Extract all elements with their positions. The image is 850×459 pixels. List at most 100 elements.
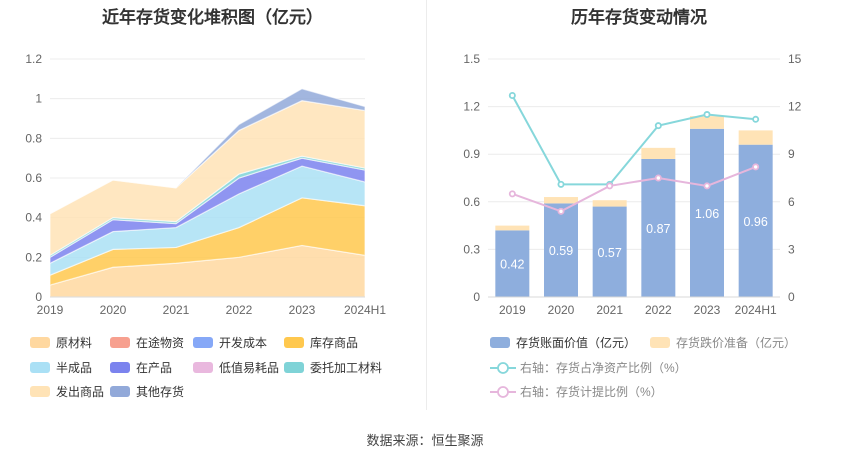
- right-chart-title: 历年存货变动情况: [571, 8, 707, 28]
- value-label: 0.57: [597, 246, 621, 260]
- line-point: [703, 182, 711, 190]
- value-label-bg: [596, 242, 623, 261]
- line-point: [508, 91, 516, 99]
- x-tick-label: 2021: [596, 303, 623, 317]
- legend-label: 半成品: [56, 361, 93, 375]
- x-tick-label: 2024H1: [735, 303, 777, 317]
- x-tick-label: 2023: [694, 303, 721, 317]
- left-chart-title: 近年存货变化堆积图（亿元）: [102, 8, 323, 28]
- legend-line-swatch: [490, 385, 516, 398]
- y2-tick-label: 3: [788, 242, 795, 256]
- legend-item[interactable]: 原材料: [30, 334, 92, 351]
- bar-provision: [495, 225, 530, 231]
- y2-tick-label: 9: [788, 147, 795, 161]
- y-tick-label: 0.8: [25, 131, 42, 145]
- legend-label: 开发成本: [219, 336, 268, 350]
- legend-item[interactable]: 开发成本: [193, 334, 267, 351]
- right-legend: 存货账面价值（亿元） 存货跌价准备（亿元） 右轴：存货占净资产比例（%） 右轴：存货计…: [428, 0, 850, 410]
- bar-line-chart: 0 0.3 0.6 0.9 1.2 1.5 0 3 6 9 12 15 2019 2020 2021 2022…: [463, 52, 802, 317]
- value-label: 1.06: [695, 207, 719, 221]
- value-label-bg: [499, 254, 526, 273]
- legend-swatch: [650, 337, 670, 348]
- legend-swatch: [30, 337, 50, 348]
- legend-item[interactable]: 存货跌价准备（亿元）: [650, 334, 796, 351]
- bar-provision: [738, 130, 773, 145]
- value-label-bg: [645, 218, 672, 237]
- bar-provision: [690, 116, 724, 129]
- y-tick-label: 1.2: [25, 52, 42, 66]
- legend-item[interactable]: 库存商品: [284, 334, 358, 351]
- y-tick-label: 1.2: [463, 100, 480, 114]
- left-legend: 原材料 在途物资 开发成本 库存商品半成品 在产品 低值易耗品 委托加工材料发出商品 其他存货: [0, 0, 425, 410]
- area-其他存货: [49, 88, 366, 215]
- legend-swatch: [110, 362, 130, 373]
- y-tick-label: 1.5: [463, 52, 480, 66]
- legend-item[interactable]: 在途物资: [110, 334, 184, 351]
- legend-swatch: [110, 337, 130, 348]
- y2-tick-label: 6: [788, 195, 795, 209]
- x-tick-label: 2020: [100, 303, 127, 317]
- legend-item[interactable]: 右轴：存货占净资产比例（%）: [490, 359, 687, 376]
- line-net-asset-ratio: [511, 95, 756, 186]
- y-tick-label: 0.6: [463, 195, 480, 209]
- stacked-area-panel: 近年存货变化堆积图（亿元） 0 0.2 0.4 0.6 0.8 1 1.2 2019 2020 2…: [0, 0, 425, 410]
- legend-swatch: [193, 337, 213, 348]
- y-tick-label: 0.4: [25, 211, 42, 225]
- legend-swatch: [284, 337, 304, 348]
- legend-label: 存货跌价准备（亿元）: [676, 336, 797, 350]
- legend-marker: [497, 361, 509, 374]
- line-point: [557, 180, 565, 188]
- bar-provision: [592, 200, 627, 207]
- y-tick-label: 0: [35, 290, 42, 304]
- legend-marker: [497, 385, 509, 398]
- legend-item[interactable]: 委托加工材料: [284, 359, 382, 376]
- x-tick-label: 2023: [289, 303, 316, 317]
- bar-provision: [544, 197, 578, 204]
- y2-tick-label: 15: [788, 52, 802, 66]
- line-point: [654, 122, 662, 130]
- legend-line-swatch: [490, 361, 516, 374]
- data-source: 数据来源：恒生聚源: [366, 433, 484, 448]
- legend-label: 右轴：存货占净资产比例（%）: [520, 361, 687, 375]
- legend-item[interactable]: 存货账面价值（亿元）: [490, 334, 636, 351]
- legend-item[interactable]: 低值易耗品: [193, 359, 279, 376]
- x-tick-label: 2022: [226, 303, 253, 317]
- inventory-change-panel: 历年存货变动情况 0 0.3 0.6 0.9 1.2 1.5 0 3 6 9 12 15 2019 202…: [428, 0, 850, 410]
- legend-item[interactable]: 右轴：存货计提比例（%）: [490, 383, 663, 400]
- y2-tick-label: 12: [788, 100, 802, 114]
- line-point: [752, 115, 760, 123]
- bar-provision: [641, 147, 676, 159]
- value-label-bg: [694, 203, 720, 222]
- x-tick-label: 2024H1: [344, 303, 386, 317]
- legend-label: 存货账面价值（亿元）: [516, 336, 637, 350]
- legend-swatch: [30, 362, 50, 373]
- legend-label: 库存商品: [310, 336, 359, 350]
- x-tick-label: 2021: [163, 303, 190, 317]
- line-point: [606, 182, 614, 190]
- line-point: [654, 174, 662, 182]
- line-point: [752, 163, 760, 171]
- line-point: [703, 111, 711, 119]
- value-label-bg: [742, 211, 769, 230]
- legend-swatch: [193, 362, 213, 373]
- y-tick-label: 1: [35, 92, 42, 106]
- stacked-area-chart: 0 0.2 0.4 0.6 0.8 1 1.2 2019 2020 2021 2022 2023 202…: [25, 52, 386, 317]
- legend-swatch: [110, 386, 130, 397]
- y-tick-label: 0.2: [25, 250, 42, 264]
- legend-item[interactable]: 其他存货: [110, 383, 184, 400]
- legend-swatch: [490, 337, 510, 348]
- x-tick-label: 2019: [37, 303, 64, 317]
- line-point: [557, 207, 565, 215]
- legend-item[interactable]: 发出商品: [30, 383, 104, 400]
- legend-label: 发出商品: [56, 385, 105, 399]
- y-tick-label: 0.3: [463, 242, 480, 256]
- legend-label: 在途物资: [136, 336, 185, 350]
- legend-item[interactable]: 在产品: [110, 359, 172, 376]
- legend-swatch: [30, 386, 50, 397]
- legend-label: 委托加工材料: [310, 361, 383, 375]
- legend-label: 原材料: [56, 336, 93, 350]
- x-tick-label: 2022: [645, 303, 672, 317]
- panel-divider: [426, 0, 427, 410]
- legend-item[interactable]: 半成品: [30, 359, 92, 376]
- legend-label: 在产品: [136, 361, 173, 375]
